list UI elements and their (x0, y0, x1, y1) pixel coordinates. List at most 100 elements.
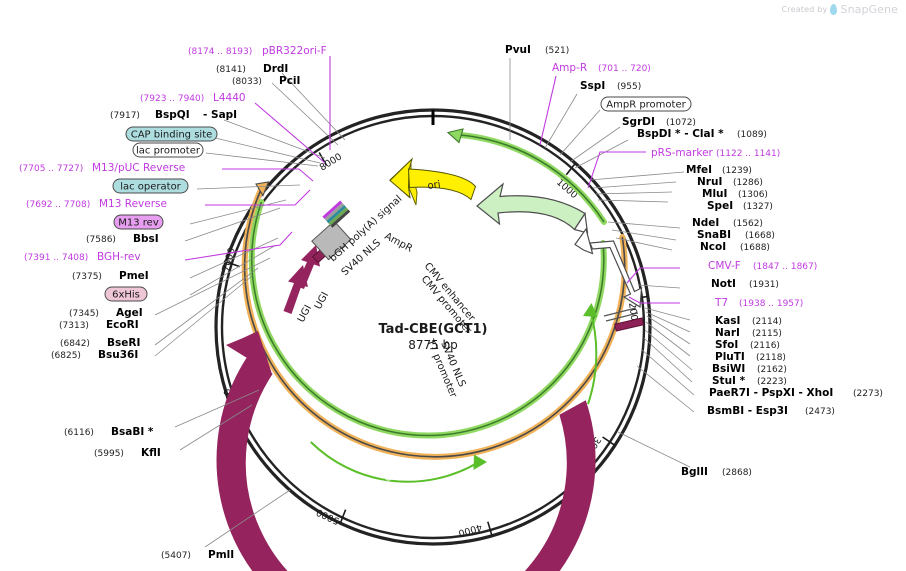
enzyme-name: BbsI (133, 233, 159, 245)
enzyme-bsiwi[interactable]: BsiWI (2162) (712, 363, 787, 375)
enzyme-name: SgrDI (622, 116, 655, 128)
primer-t7[interactable]: T7 (1938 .. 1957) (714, 297, 803, 309)
enzyme-position: (7586) (86, 235, 116, 245)
tag-cap-binding-site[interactable]: CAP binding site (125, 126, 218, 142)
primer-range: (1938 .. 1957) (739, 299, 803, 309)
enzyme-kfli[interactable]: (5995) KflI (94, 447, 161, 459)
enzyme-position: (1562) (733, 219, 763, 229)
enzyme-name: BglII (681, 466, 708, 478)
enzyme-agei[interactable]: (7345) AgeI (69, 307, 143, 319)
enzyme-bspqi-sapi[interactable]: (7917) BspQI - SapI (110, 109, 237, 121)
enzyme-ndei[interactable]: NdeI (1562) (692, 217, 763, 229)
enzyme-name: SnaBI (697, 229, 731, 241)
enzyme-noti[interactable]: NotI (1931) (711, 278, 779, 290)
primer-name: Amp-R (552, 62, 587, 74)
enzyme-nrui[interactable]: NruI (1286) (697, 176, 763, 188)
enzyme-mfei[interactable]: MfeI (1239) (686, 164, 752, 176)
enzyme-stui[interactable]: StuI * (2223) (712, 375, 787, 387)
enzyme-snabi[interactable]: SnaBI (1668) (697, 229, 775, 241)
enzyme-position: (6825) (51, 351, 81, 361)
enzyme-position: (1089) (737, 130, 767, 140)
enzyme-sspi[interactable]: SspI (955) (580, 80, 641, 92)
enzyme-bsmbi-esp3i[interactable]: BsmBI - Esp3I (2473) (707, 405, 835, 417)
tag-label: lac operator (120, 182, 181, 193)
enzyme-name: PmlI (208, 549, 234, 561)
enzyme-nari[interactable]: NarI (2115) (715, 327, 782, 339)
primer-range: (1847 .. 1867) (753, 262, 817, 272)
enzyme-position: (7345) (69, 309, 99, 319)
enzyme-bsu36i[interactable]: (6825) Bsu36I (51, 349, 138, 361)
primer-name: pBR322ori-F (262, 45, 327, 57)
enzyme-bsabi[interactable]: (6116) BsaBI * (64, 426, 154, 438)
plasmid-name: Tad-CBE(GCT1) (378, 322, 487, 337)
snapgene-leaf-icon (830, 4, 838, 15)
primer-pbr322ori-f[interactable]: (8174 .. 8193) pBR322ori-F (188, 45, 327, 57)
enzyme-pcii[interactable]: (8033) PciI (232, 75, 300, 87)
primer-range: (7692 .. 7708) (26, 200, 90, 210)
primer-cmv-f[interactable]: CMV-F (1847 .. 1867) (708, 260, 817, 272)
enzyme-bglii[interactable]: BglII (2868) (681, 466, 752, 478)
enzyme-spei[interactable]: SpeI (1327) (707, 200, 773, 212)
primer-m13-reverse[interactable]: (7692 .. 7708) M13 Reverse (26, 198, 167, 210)
snapgene-branding: Created by SnapGene (781, 3, 898, 16)
tag-m13-rev[interactable]: M13 rev (113, 214, 164, 230)
enzyme-ecori[interactable]: (7313) EcoRI (59, 319, 139, 331)
primer-name: pRS-marker (651, 147, 714, 159)
enzyme-name: NdeI (692, 217, 719, 229)
enzyme-bspdi-clai[interactable]: BspDI * - ClaI * (1089) (637, 128, 767, 140)
feature-ugi-labels: UGI UGI (296, 290, 331, 324)
feature-label-ampr: AmpR (383, 231, 415, 255)
enzyme-ncoi[interactable]: NcoI (1688) (700, 241, 770, 253)
enzyme-pvui[interactable]: PvuI (521) (505, 44, 569, 56)
enzyme-name: KflI (141, 447, 161, 459)
enzyme-drdi[interactable]: (8141) DrdI (216, 63, 288, 75)
tag-6xhis[interactable]: 6xHis (104, 286, 148, 302)
primer-amp-r[interactable]: Amp-R (701 .. 720) (552, 62, 651, 74)
enzyme-name: BsiWI (712, 363, 745, 375)
enzyme-name: BspDI * - ClaI * (637, 128, 724, 140)
primer-name: BGH-rev (97, 251, 141, 263)
enzyme-position: (8141) (216, 65, 246, 75)
primer-prs-marker[interactable]: pRS-marker (1122 .. 1141) (651, 147, 780, 159)
enzyme-pmei[interactable]: (7375) PmeI (72, 270, 149, 282)
enzyme-name: PciI (279, 75, 300, 87)
enzyme-name: BseRI (107, 337, 140, 349)
tag-ampr-promoter[interactable]: AmpR promoter (600, 96, 692, 112)
primer-range: (7391 .. 7408) (24, 253, 88, 263)
feature-label-cas9: Cas9 (384, 469, 410, 484)
tag-lac-promoter[interactable]: lac promoter (132, 142, 204, 158)
enzyme-pmli[interactable]: (5407) PmlI (161, 549, 234, 561)
primer-name: T7 (714, 297, 728, 309)
enzyme-position: (5407) (161, 551, 191, 561)
enzyme-name: NcoI (700, 241, 726, 253)
primer-name: M13/pUC Reverse (92, 162, 185, 174)
tag-label: lac promoter (136, 146, 201, 157)
primer-l4440[interactable]: (7923 .. 7940) L4440 (140, 92, 246, 104)
primer-range: (1122 .. 1141) (716, 149, 780, 159)
feature-cas9: Cas9 (216, 331, 596, 571)
enzyme-position: (1327) (743, 202, 773, 212)
enzyme-position: (955) (617, 82, 641, 92)
enzyme-name: BspQI (155, 109, 190, 121)
enzyme-position: (1931) (749, 280, 779, 290)
enzyme-bseri[interactable]: (6842) BseRI (60, 337, 140, 349)
enzyme-mlui[interactable]: MluI (1306) (702, 188, 768, 200)
enzyme-position: (2115) (752, 329, 782, 339)
enzyme-position: (2273) (853, 389, 883, 399)
tag-label: CAP binding site (131, 130, 213, 141)
enzyme-name: NotI (711, 278, 736, 290)
plasmid-title-group: Tad-CBE(GCT1) 8775 bp (378, 322, 487, 352)
enzyme-paer7i-pspxi-xhoi[interactable]: PaeR7I - PspXI - XhoI (2273) (709, 387, 883, 399)
enzyme-pluti[interactable]: PluTI (2118) (715, 351, 786, 363)
enzyme-sfoi[interactable]: SfoI (2116) (715, 339, 780, 351)
leader-lines (154, 56, 695, 548)
enzyme-bbsi[interactable]: (7586) BbsI (86, 233, 159, 245)
enzyme-kasi[interactable]: KasI (2114) (715, 315, 782, 327)
enzyme-name: DrdI (263, 63, 288, 75)
enzyme-sgrdi[interactable]: SgrDI (1072) (622, 116, 696, 128)
enzyme-name: PluTI (715, 351, 745, 363)
primer-m13-puc-reverse[interactable]: (7705 .. 7727) M13/pUC Reverse (19, 162, 185, 174)
primer-bgh-rev[interactable]: (7391 .. 7408) BGH-rev (24, 251, 141, 263)
tag-lac-operator[interactable]: lac operator (112, 178, 189, 194)
